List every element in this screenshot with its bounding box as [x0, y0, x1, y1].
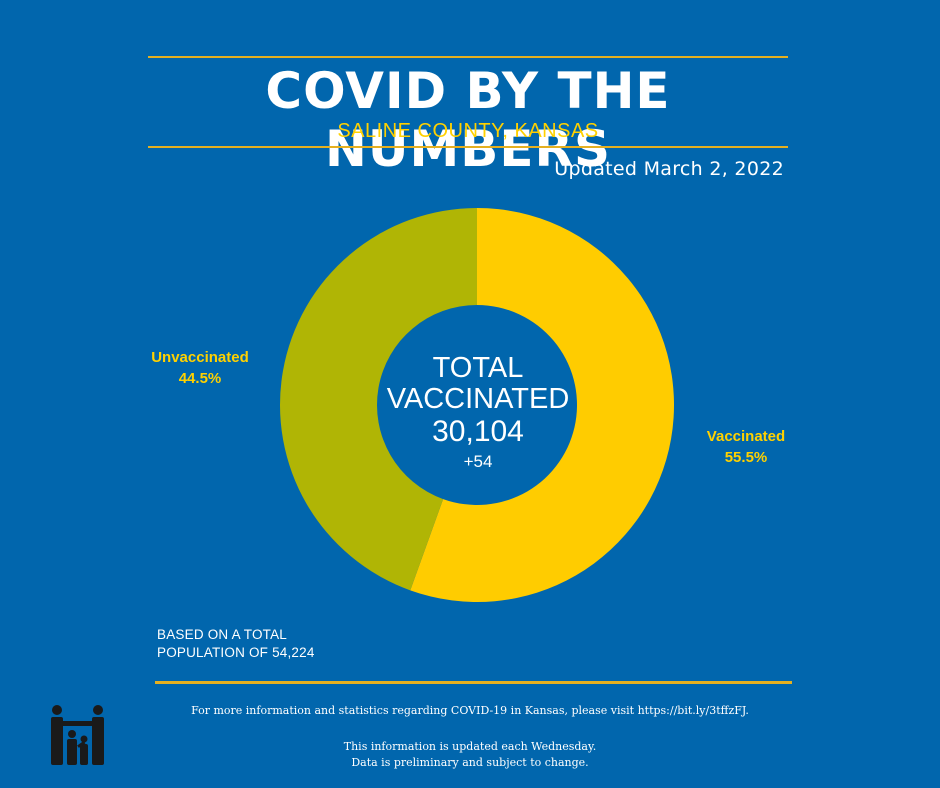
page-subtitle: SALINE COUNTY, KANSAS	[337, 120, 599, 142]
footer-disclaimer: Data is preliminary and subject to chang…	[351, 756, 589, 769]
label-unvaccinated-name: Unvaccinated	[151, 349, 249, 366]
top-rule	[148, 56, 788, 58]
title-underline-rule	[148, 146, 788, 148]
slice-vaccinated	[410, 208, 674, 602]
page-title: COVID BY THE NUMBERS	[265, 62, 671, 178]
label-vaccinated-percent: 55.5%	[724, 449, 768, 466]
label-vaccinated: Vaccinated 55.5%	[686, 426, 806, 468]
updated-date: Updated March 2, 2022	[554, 158, 784, 180]
family-icon	[51, 705, 104, 765]
population-note-line2: POPULATION OF 54,224	[157, 645, 315, 660]
slice-unvaccinated	[279, 208, 477, 591]
center-total-value: 30,104	[432, 415, 524, 448]
population-note: BASED ON A TOTAL POPULATION OF 54,224	[157, 626, 315, 662]
center-title-vaccinated: VACCINATED	[386, 383, 570, 415]
population-note-line1: BASED ON A TOTAL	[157, 627, 287, 642]
label-unvaccinated: Unvaccinated 44.5%	[140, 347, 260, 389]
label-vaccinated-name: Vaccinated	[706, 428, 786, 445]
center-title-total: TOTAL	[432, 352, 524, 384]
footer-rule	[155, 681, 792, 684]
label-unvaccinated-percent: 44.5%	[178, 370, 222, 387]
center-delta-value: +54	[463, 452, 493, 471]
footer-info-text: For more information and statistics rega…	[191, 704, 749, 717]
footer-update-schedule: This information is updated each Wednesd…	[343, 740, 597, 753]
